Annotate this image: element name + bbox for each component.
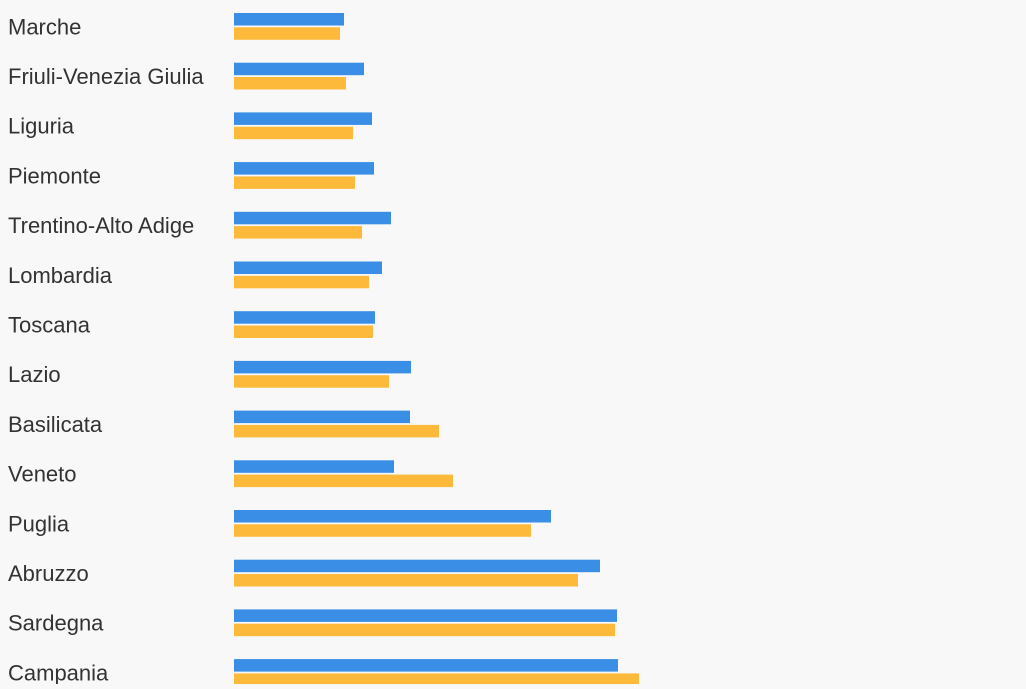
bar-basilicata-series-2 [234,424,439,438]
category-label-marche: Marche [8,14,81,39]
bar-puglia-series-1 [234,510,551,523]
category-label-campania: Campania [8,660,109,684]
bar-veneto-series-1 [234,460,394,473]
bar-basilicata-series-1 [234,410,410,424]
category-label-liguria: Liguria [8,114,75,139]
bar-trentino-alto-adige-series-2 [234,226,362,239]
category-labels: Marche Friuli-Venezia Giulia Liguria Piemon… [8,14,204,685]
bar-puglia-series-2 [234,524,531,537]
bar-sardegna-series-1 [234,609,617,622]
category-label-puglia: Puglia [8,511,70,536]
category-label-veneto: Veneto [8,462,77,487]
bar-piemonte-series-1 [234,162,374,175]
bar-campania-series-1 [234,659,618,672]
bar-marche-series-1 [234,13,344,26]
category-label-lazio: Lazio [8,362,61,387]
bar-abruzzo-series-2 [234,574,578,587]
bar-lazio-series-1 [234,360,411,374]
bar-friuli-venezia-giulia-series-1 [234,62,364,76]
category-label-toscana: Toscana [8,313,91,338]
bar-marche-series-2 [234,27,340,40]
category-label-abruzzo: Abruzzo [8,561,89,586]
bar-piemonte-series-2 [234,176,355,189]
category-label-sardegna: Sardegna [8,611,104,636]
bar-veneto-series-2 [234,474,453,488]
bar-toscana-series-2 [234,325,373,338]
bars [234,13,639,686]
bar-toscana-series-1 [234,311,375,324]
bar-campania-series-2 [234,673,639,686]
category-label-lombardia: Lombardia [8,263,113,288]
category-label-piemonte: Piemonte [8,163,101,188]
bar-lombardia-series-1 [234,261,382,274]
bar-abruzzo-series-1 [234,559,600,573]
bar-liguria-series-1 [234,112,372,125]
bar-trentino-alto-adige-series-1 [234,211,391,225]
bar-liguria-series-2 [234,126,353,140]
bar-lazio-series-2 [234,375,389,388]
category-label-trentino-alto-adige: Trentino-Alto Adige [8,213,194,238]
bar-friuli-venezia-giulia-series-2 [234,77,346,90]
bar-sardegna-series-2 [234,623,615,637]
bar-lombardia-series-2 [234,275,369,289]
category-label-friuli-venezia-giulia: Friuli-Venezia Giulia [8,64,204,89]
category-label-basilicata: Basilicata [8,412,103,437]
